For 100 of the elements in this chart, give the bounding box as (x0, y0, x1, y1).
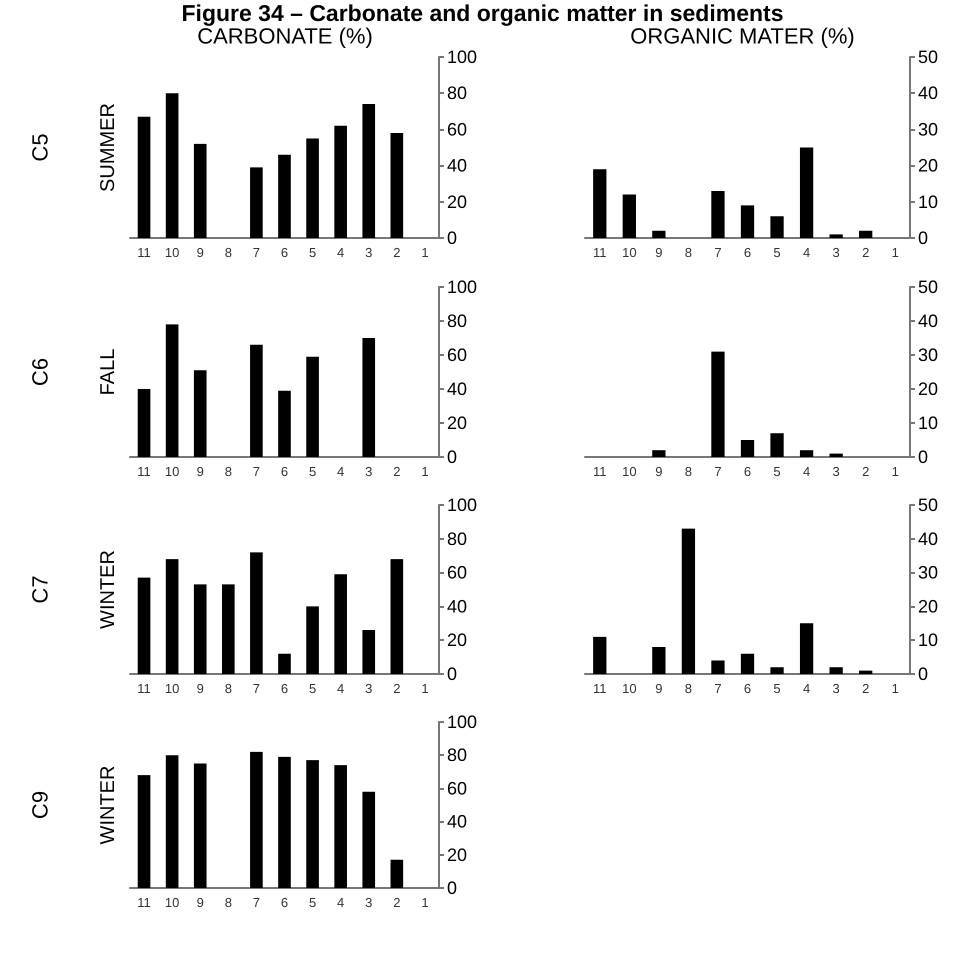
x-tick-label: 6 (280, 245, 288, 260)
x-tick-label: 6 (744, 681, 752, 696)
y-tick-label: 60 (446, 778, 467, 798)
x-tick-label: 1 (892, 245, 899, 260)
x-tick-label: 8 (224, 464, 232, 479)
bar (166, 324, 178, 457)
x-tick-label: 9 (655, 464, 662, 479)
x-tick-label: 11 (137, 245, 151, 260)
bar (652, 230, 666, 238)
y-tick-label: 60 (446, 119, 467, 140)
x-tick-label: 2 (393, 895, 400, 910)
bar (222, 584, 235, 674)
bar (194, 764, 207, 888)
bar (194, 144, 207, 238)
y-tick-label: 80 (446, 528, 467, 549)
x-tick-label: 8 (224, 245, 232, 260)
x-tick-label: 1 (421, 681, 429, 696)
x-tick-label: 5 (308, 245, 316, 260)
bar (194, 370, 207, 457)
x-tick-label: 5 (773, 245, 781, 260)
y-axis-title: WINTER (97, 550, 119, 629)
bar (829, 234, 843, 238)
bar (859, 230, 872, 238)
bar (390, 559, 404, 674)
y-tick-label: 10 (918, 192, 938, 212)
bar (682, 528, 696, 674)
x-tick-label: 11 (137, 464, 151, 479)
y-tick-label: 50 (918, 495, 938, 515)
bar (166, 93, 178, 238)
x-tick-label: 5 (773, 464, 781, 479)
x-tick-label: 2 (862, 245, 870, 260)
x-tick-label: 4 (802, 681, 810, 696)
y-tick-label: 10 (918, 413, 938, 433)
y-tick-label: 100 (446, 47, 478, 67)
x-tick-label: 9 (655, 245, 662, 260)
x-tick-label: 10 (164, 895, 180, 910)
y-tick-label: 0 (446, 447, 457, 467)
bar (334, 765, 347, 888)
y-tick-label: 0 (918, 228, 928, 248)
x-tick-label: 1 (421, 895, 429, 910)
x-tick-label: 6 (744, 245, 752, 260)
bar (770, 216, 784, 238)
x-tick-label: 10 (622, 464, 637, 479)
bar (593, 169, 606, 238)
x-tick-label: 9 (196, 681, 204, 696)
x-tick-label: 7 (252, 245, 260, 260)
x-tick-label: 4 (337, 245, 344, 260)
x-tick-label: 11 (593, 464, 607, 479)
x-tick-label: 3 (832, 681, 840, 696)
y-tick-label: 0 (446, 878, 457, 898)
bar (711, 660, 725, 674)
bar (859, 670, 872, 674)
x-tick-label: 9 (196, 464, 204, 479)
y-tick-label: 100 (446, 495, 478, 515)
bar (770, 667, 784, 674)
bar (390, 860, 404, 888)
y-tick-label: 30 (918, 562, 938, 583)
y-tick-label: 40 (446, 156, 467, 176)
chart-title: ORGANIC MATER (%) (630, 24, 855, 48)
bar (166, 755, 178, 888)
x-tick-label: 5 (308, 681, 316, 696)
y-tick-label: 60 (446, 562, 467, 583)
x-tick-label: 7 (252, 681, 260, 696)
x-tick-label: 3 (365, 464, 372, 479)
x-tick-label: 9 (196, 245, 204, 260)
y-tick-label: 20 (918, 379, 938, 399)
y-tick-label: 60 (446, 345, 467, 365)
bar (770, 433, 784, 457)
x-tick-label: 8 (224, 895, 232, 910)
bar (250, 344, 263, 457)
bar (278, 756, 291, 888)
x-tick-label: 2 (393, 245, 400, 260)
bar (138, 116, 150, 238)
y-tick-label: 80 (446, 311, 467, 331)
x-tick-label: 7 (714, 681, 722, 696)
x-tick-label: 10 (164, 464, 180, 479)
y-tick-label: 50 (918, 47, 938, 67)
y-tick-label: 40 (446, 812, 467, 832)
bar (711, 352, 725, 457)
bar (800, 450, 814, 457)
bar (306, 760, 319, 888)
x-tick-label: 4 (337, 464, 344, 479)
y-tick-label: 20 (918, 156, 938, 176)
x-tick-label: 1 (892, 681, 899, 696)
x-tick-label: 7 (714, 464, 722, 479)
bar (306, 138, 319, 238)
x-tick-label: 1 (421, 245, 429, 260)
x-tick-label: 7 (252, 464, 260, 479)
chart-title: Figure 34 – Carbonate and organic matter in sediments (180, 0, 784, 26)
x-tick-label: 6 (280, 681, 288, 696)
x-tick-label: 10 (164, 681, 180, 696)
y-tick-label: 0 (446, 664, 457, 684)
x-tick-label: 6 (744, 464, 752, 479)
x-tick-label: 11 (593, 681, 607, 696)
text: C6 (28, 358, 52, 386)
y-tick-label: 80 (446, 83, 467, 104)
text: C5 (28, 133, 52, 162)
bar (138, 775, 150, 888)
x-tick-label: 1 (421, 464, 429, 479)
y-tick-label: 50 (918, 277, 938, 297)
